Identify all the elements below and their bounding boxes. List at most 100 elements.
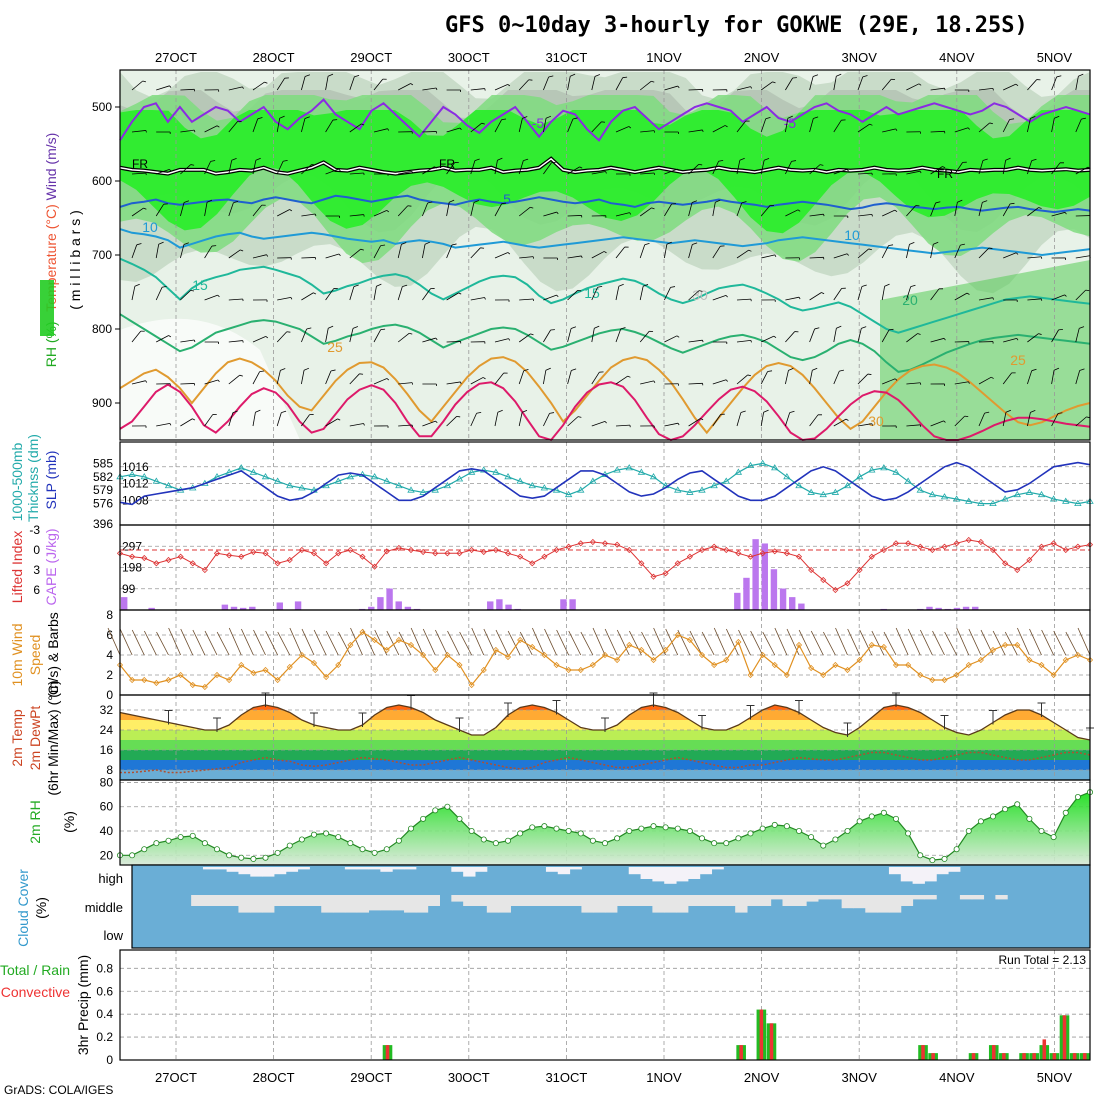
wind-barb [906, 170, 921, 175]
high-cloud-gap [640, 867, 653, 879]
thickness-marker [625, 464, 633, 471]
wind-barb-flag [460, 381, 462, 385]
cape-bar [962, 606, 970, 610]
wind-speed-marker [1014, 641, 1021, 649]
wind-speed-marker [444, 651, 451, 659]
wind-barb-flag [702, 340, 704, 343]
cape-bar [404, 606, 412, 610]
rh-marker [917, 852, 924, 859]
wind-barb [519, 256, 534, 259]
wind-barb [640, 380, 654, 385]
wind-barb-flag [216, 125, 220, 128]
lifted-index-marker [1014, 566, 1021, 574]
surface-wind-barb [871, 630, 885, 656]
wind-barb-flag [577, 416, 582, 418]
lifted-index-marker [989, 546, 997, 554]
wind-barb [954, 162, 963, 175]
wind-barb [180, 383, 195, 385]
convective-precip-bar [1022, 1053, 1026, 1060]
wind-barb [131, 130, 146, 133]
wind-barb [591, 371, 600, 385]
wind-speed-marker [941, 676, 948, 684]
lifted-tick-label: 6 [33, 583, 40, 597]
wind-barb [591, 328, 595, 343]
wind-barb [712, 125, 726, 133]
wind-barb [156, 423, 171, 427]
wind10-label-2: Speed [27, 635, 43, 675]
wind-barb [180, 418, 193, 427]
lifted-index-marker [711, 543, 718, 550]
isotherm-label: 30 [692, 287, 708, 303]
thickness-marker [1013, 490, 1021, 498]
date-label-top: 27OCT [155, 50, 197, 65]
wind-barb [131, 286, 136, 301]
high-cloud-gap [676, 867, 689, 882]
wind-barb [882, 378, 896, 385]
wind-barb [567, 370, 572, 385]
wind-speed-marker [844, 666, 851, 674]
convective-precip-bar [971, 1053, 976, 1060]
lifted-index-marker [977, 538, 984, 546]
wind-barb-flag [620, 327, 626, 330]
thickness-marker [698, 486, 706, 493]
thickness-marker [1049, 495, 1058, 502]
cloud-panel: high middle low [85, 864, 1091, 949]
high-cloud-gap [569, 867, 582, 870]
wind-barb-flag [169, 423, 172, 426]
wind-barb [204, 294, 218, 301]
high-cloud-gap [404, 867, 417, 870]
wind-barb [422, 288, 431, 301]
lifted-index-marker [892, 540, 900, 547]
surface-wind-barb [992, 630, 1006, 656]
high-cloud-gap [936, 867, 949, 875]
cape-bar [761, 543, 768, 610]
lifted-index-marker [165, 556, 172, 564]
mid-cloud-gap [699, 895, 713, 906]
wind-barb-flag [530, 333, 534, 336]
wind-barb [688, 290, 700, 301]
surface-wind-barb [713, 627, 727, 656]
rh-marker [638, 825, 645, 832]
wind-speed-marker [213, 671, 221, 679]
thickness-tick-label: 585 [93, 456, 113, 470]
surface-wind-barb [131, 629, 145, 656]
wind-barb-flag [434, 166, 438, 169]
mid-cloud-gap [841, 895, 854, 909]
wind-barb-flag [989, 122, 994, 125]
surface-wind-barb [604, 628, 618, 656]
wind-barb-flag [570, 73, 576, 77]
wind-barb [639, 244, 646, 259]
rh-marker [529, 824, 536, 831]
wind-barb [906, 244, 910, 259]
wind-speed-marker [686, 636, 693, 644]
wind-barb [664, 85, 678, 91]
date-label-bottom: 31OCT [545, 1070, 587, 1085]
wind-barb-flag [1005, 157, 1011, 161]
wind-barb [494, 252, 509, 259]
wind-speed-marker [432, 666, 439, 674]
surface-wind-barb [859, 629, 873, 656]
high-cloud-gap [948, 867, 961, 872]
wind-barb [494, 160, 498, 175]
surface-wind-barb [313, 629, 327, 656]
wind-barb-flag [242, 340, 244, 343]
rh-marker [541, 823, 548, 830]
lifted-index-line [119, 539, 1091, 591]
wind-barb-flag [435, 87, 438, 91]
convective-precip-bar [991, 1045, 996, 1060]
wind-barb [446, 127, 461, 133]
wind-barb-flag [545, 367, 551, 371]
wind-barb [906, 382, 921, 385]
wind-barb [664, 168, 678, 175]
date-label-top: 3NOV [841, 50, 877, 65]
lifted-tick-label: 3 [33, 563, 40, 577]
wind-barb-flag [380, 328, 386, 331]
surface-wind-barb [1065, 631, 1079, 656]
cape-bar [734, 592, 741, 610]
wind-barb-flag [618, 283, 624, 287]
thickness-marker [370, 473, 379, 480]
wind-barb [712, 414, 721, 427]
wind-barb [276, 77, 286, 91]
rh-marker [626, 828, 633, 835]
wind-barb-flag [884, 283, 890, 287]
